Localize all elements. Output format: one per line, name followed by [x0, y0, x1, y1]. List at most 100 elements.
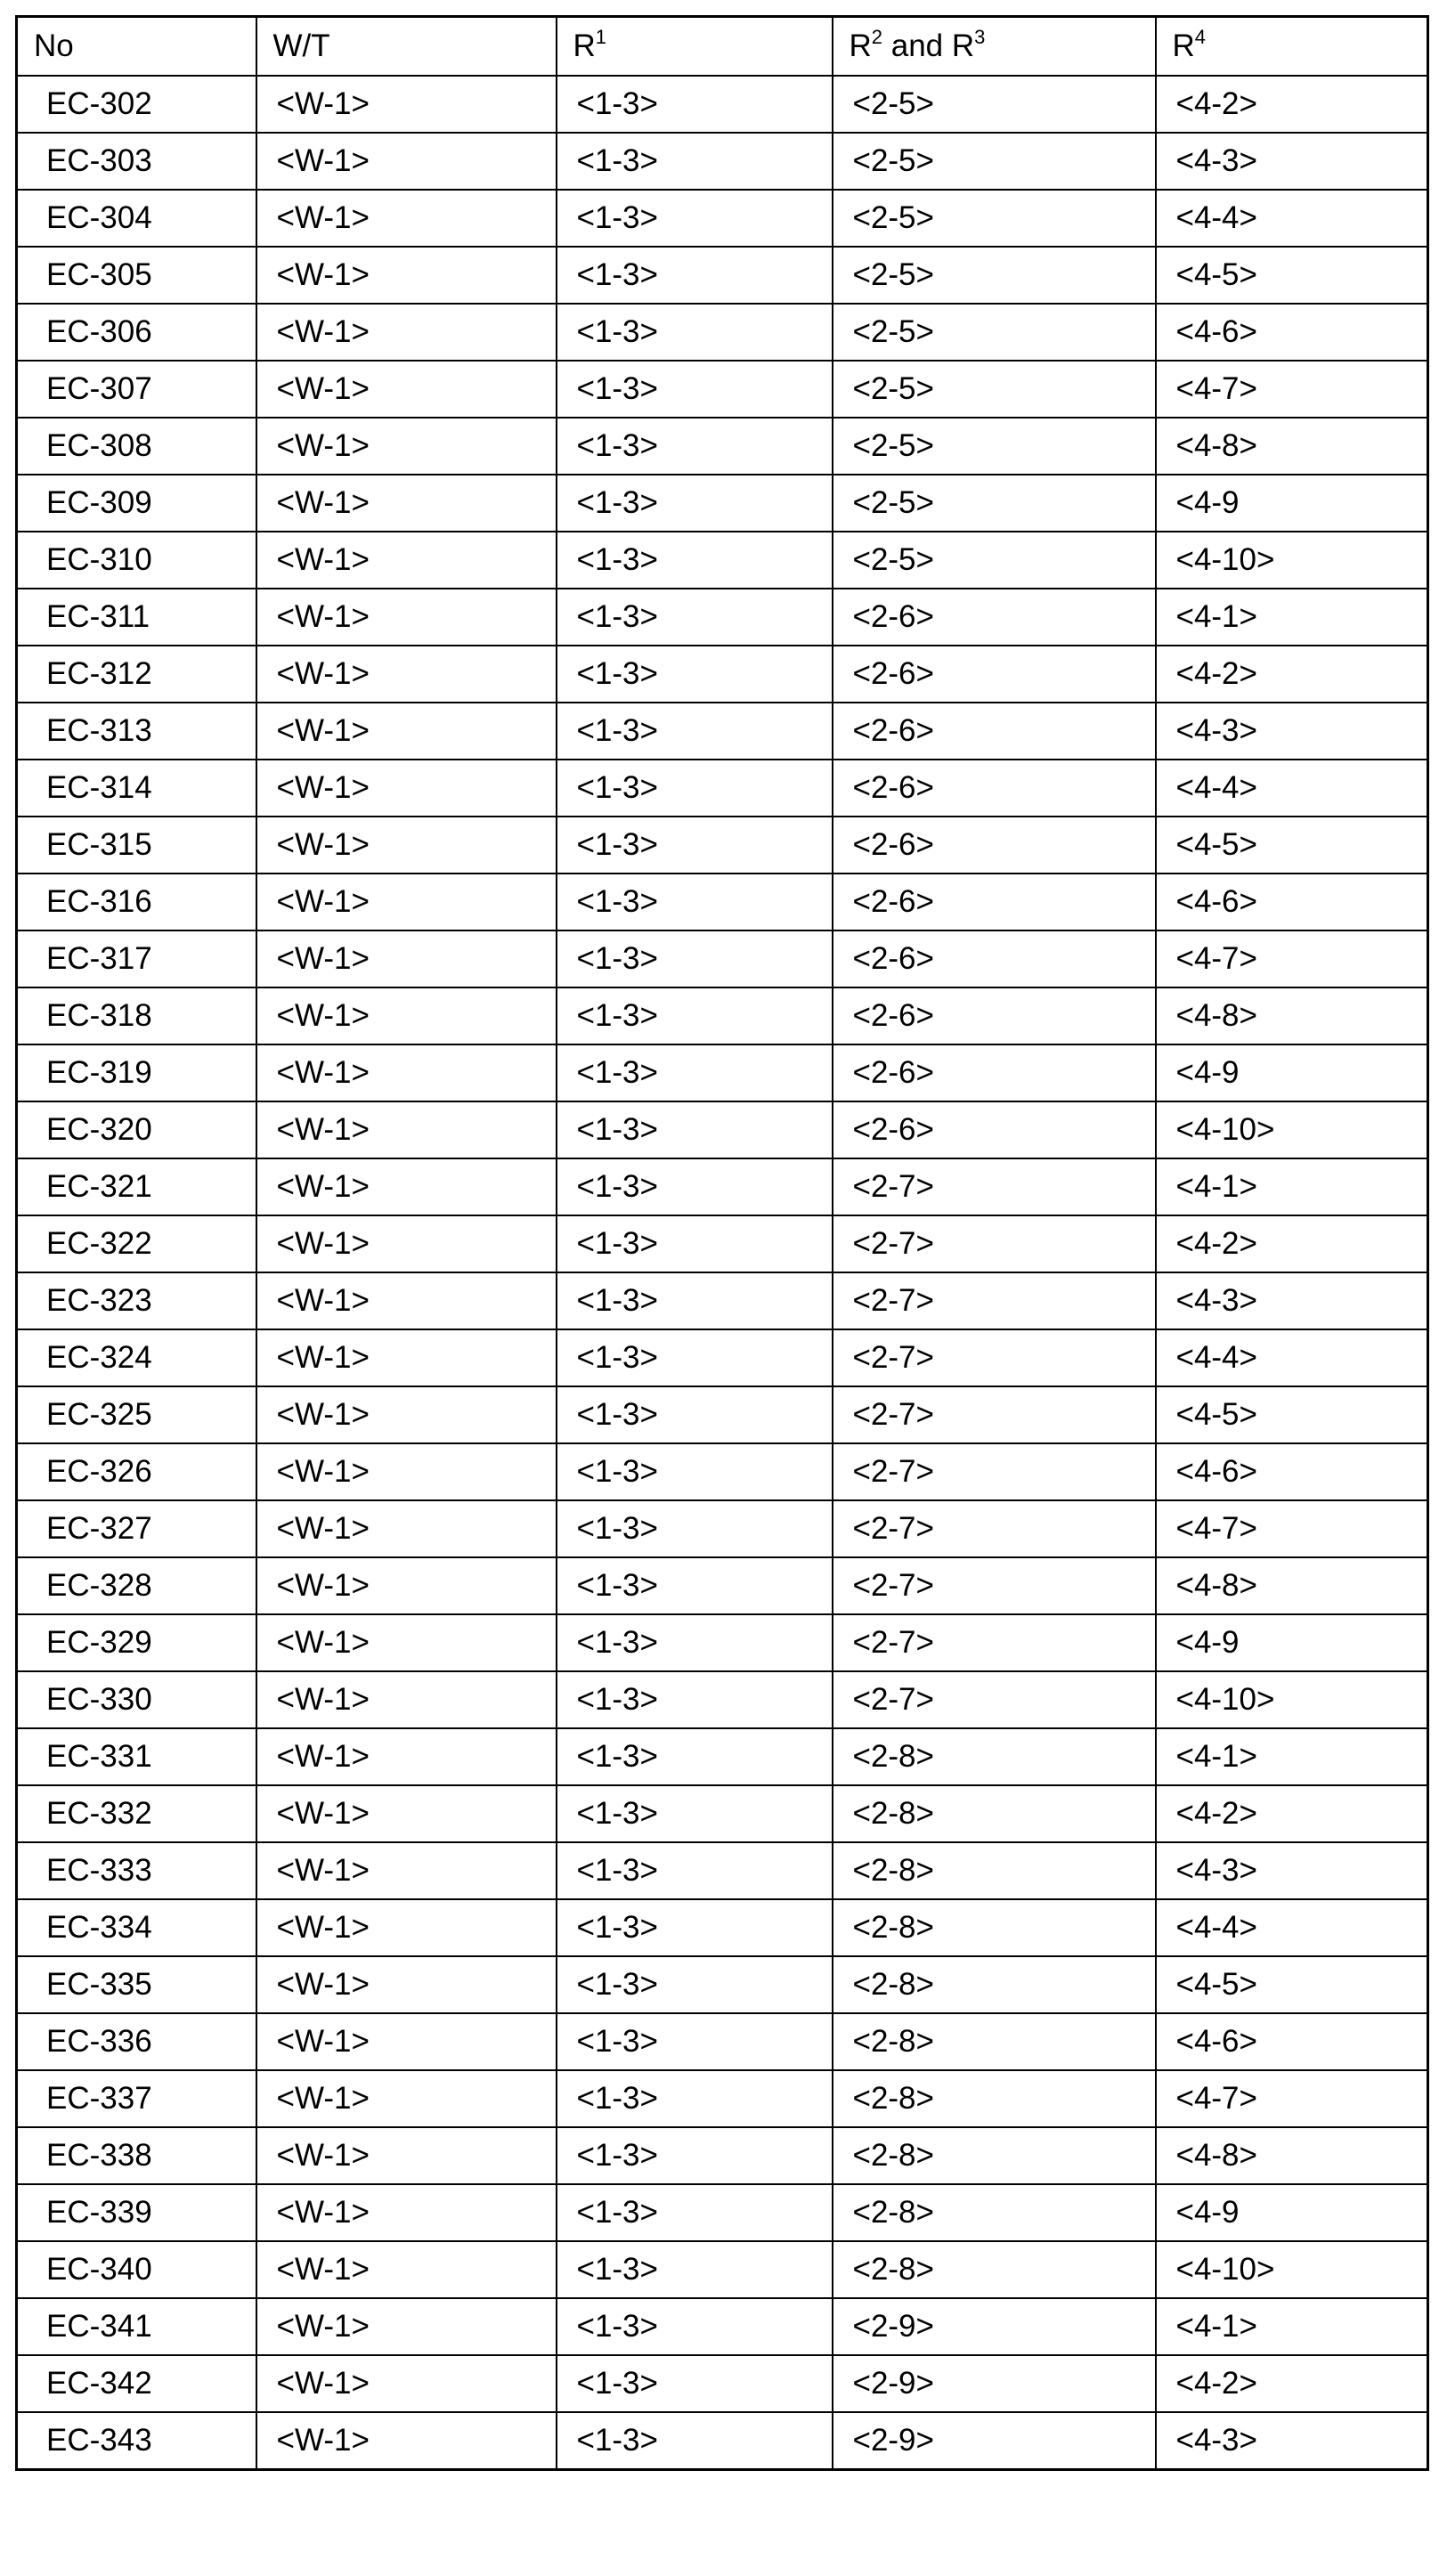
table-row: EC-304<W-1><1-3><2-5><4-4>: [17, 190, 1428, 247]
cell-r4: <4-4>: [1156, 1899, 1428, 1956]
cell-wt: <W-1>: [256, 1671, 557, 1728]
cell-r2-r3: <2-7>: [833, 1329, 1156, 1386]
cell-wt: <W-1>: [256, 361, 557, 418]
cell-r2-r3: <2-5>: [833, 475, 1156, 532]
cell-no: EC-327: [17, 1500, 256, 1557]
cell-r2-r3: <2-5>: [833, 247, 1156, 304]
cell-r2-r3: <2-6>: [833, 987, 1156, 1044]
cell-r1: <1-3>: [557, 532, 833, 589]
table-row: EC-310<W-1><1-3><2-5><4-10>: [17, 532, 1428, 589]
cell-wt: <W-1>: [256, 2298, 557, 2355]
cell-r2-r3: <2-9>: [833, 2355, 1156, 2412]
cell-r4: <4-6>: [1156, 304, 1428, 361]
cell-r1: <1-3>: [557, 1557, 833, 1614]
table-row: EC-307<W-1><1-3><2-5><4-7>: [17, 361, 1428, 418]
table-row: EC-334<W-1><1-3><2-8><4-4>: [17, 1899, 1428, 1956]
cell-r1: <1-3>: [557, 1329, 833, 1386]
cell-wt: <W-1>: [256, 1158, 557, 1215]
table-row: EC-320<W-1><1-3><2-6><4-10>: [17, 1101, 1428, 1158]
header-text: W/T: [273, 28, 330, 63]
cell-r1: <1-3>: [557, 987, 833, 1044]
cell-no: EC-309: [17, 475, 256, 532]
superscript: 3: [974, 26, 985, 48]
cell-wt: <W-1>: [256, 589, 557, 646]
table-row: EC-322<W-1><1-3><2-7><4-2>: [17, 1215, 1428, 1272]
cell-no: EC-336: [17, 2013, 256, 2070]
cell-r2-r3: <2-8>: [833, 2013, 1156, 2070]
table-row: EC-326<W-1><1-3><2-7><4-6>: [17, 1443, 1428, 1500]
header-text: R: [1173, 28, 1195, 63]
cell-r2-r3: <2-7>: [833, 1215, 1156, 1272]
cell-wt: <W-1>: [256, 1386, 557, 1443]
cell-r4: <4-3>: [1156, 1842, 1428, 1899]
cell-wt: <W-1>: [256, 874, 557, 930]
cell-no: EC-342: [17, 2355, 256, 2412]
cell-no: EC-308: [17, 418, 256, 475]
cell-no: EC-341: [17, 2298, 256, 2355]
superscript: 1: [596, 26, 606, 48]
cell-no: EC-323: [17, 1272, 256, 1329]
cell-r1: <1-3>: [557, 760, 833, 817]
cell-r2-r3: <2-8>: [833, 1842, 1156, 1899]
cell-r4: <4-9: [1156, 475, 1428, 532]
cell-wt: <W-1>: [256, 1728, 557, 1785]
cell-r1: <1-3>: [557, 1899, 833, 1956]
header-r2-r3: R2 and R3: [833, 17, 1156, 77]
cell-r4: <4-9: [1156, 1614, 1428, 1671]
cell-r4: <4-6>: [1156, 2013, 1428, 2070]
cell-r4: <4-1>: [1156, 589, 1428, 646]
cell-wt: <W-1>: [256, 1557, 557, 1614]
cell-no: EC-312: [17, 646, 256, 703]
cell-r2-r3: <2-7>: [833, 1443, 1156, 1500]
cell-no: EC-303: [17, 133, 256, 190]
cell-wt: <W-1>: [256, 2241, 557, 2298]
cell-r4: <4-1>: [1156, 1158, 1428, 1215]
cell-r2-r3: <2-5>: [833, 133, 1156, 190]
cell-r1: <1-3>: [557, 1614, 833, 1671]
cell-no: EC-311: [17, 589, 256, 646]
cell-wt: <W-1>: [256, 646, 557, 703]
cell-r4: <4-4>: [1156, 190, 1428, 247]
table-row: EC-328<W-1><1-3><2-7><4-8>: [17, 1557, 1428, 1614]
table-row: EC-342<W-1><1-3><2-9><4-2>: [17, 2355, 1428, 2412]
table-row: EC-335<W-1><1-3><2-8><4-5>: [17, 1956, 1428, 2013]
table-row: EC-325<W-1><1-3><2-7><4-5>: [17, 1386, 1428, 1443]
cell-wt: <W-1>: [256, 1443, 557, 1500]
cell-r2-r3: <2-6>: [833, 930, 1156, 987]
cell-no: EC-332: [17, 1785, 256, 1842]
cell-r4: <4-5>: [1156, 247, 1428, 304]
cell-r2-r3: <2-5>: [833, 418, 1156, 475]
cell-wt: <W-1>: [256, 930, 557, 987]
table-row: EC-339<W-1><1-3><2-8><4-9: [17, 2184, 1428, 2241]
cell-no: EC-310: [17, 532, 256, 589]
header-text: R: [850, 28, 872, 63]
cell-r2-r3: <2-6>: [833, 589, 1156, 646]
cell-wt: <W-1>: [256, 76, 557, 133]
cell-r2-r3: <2-9>: [833, 2412, 1156, 2470]
cell-no: EC-340: [17, 2241, 256, 2298]
cell-r1: <1-3>: [557, 817, 833, 874]
cell-wt: <W-1>: [256, 2355, 557, 2412]
cell-wt: <W-1>: [256, 1785, 557, 1842]
cell-r4: <4-1>: [1156, 2298, 1428, 2355]
cell-wt: <W-1>: [256, 1899, 557, 1956]
cell-wt: <W-1>: [256, 1956, 557, 2013]
cell-r1: <1-3>: [557, 1842, 833, 1899]
cell-r1: <1-3>: [557, 418, 833, 475]
table-row: EC-343<W-1><1-3><2-9><4-3>: [17, 2412, 1428, 2470]
cell-wt: <W-1>: [256, 475, 557, 532]
cell-r4: <4-10>: [1156, 532, 1428, 589]
cell-r1: <1-3>: [557, 1386, 833, 1443]
cell-r2-r3: <2-8>: [833, 1728, 1156, 1785]
cell-r4: <4-7>: [1156, 1500, 1428, 1557]
table-row: EC-331<W-1><1-3><2-8><4-1>: [17, 1728, 1428, 1785]
cell-r1: <1-3>: [557, 703, 833, 760]
table-row: EC-311<W-1><1-3><2-6><4-1>: [17, 589, 1428, 646]
cell-wt: <W-1>: [256, 1842, 557, 1899]
table-row: EC-317<W-1><1-3><2-6><4-7>: [17, 930, 1428, 987]
cell-wt: <W-1>: [256, 2184, 557, 2241]
cell-r2-r3: <2-8>: [833, 1785, 1156, 1842]
cell-r2-r3: <2-5>: [833, 361, 1156, 418]
cell-wt: <W-1>: [256, 133, 557, 190]
cell-r4: <4-5>: [1156, 817, 1428, 874]
